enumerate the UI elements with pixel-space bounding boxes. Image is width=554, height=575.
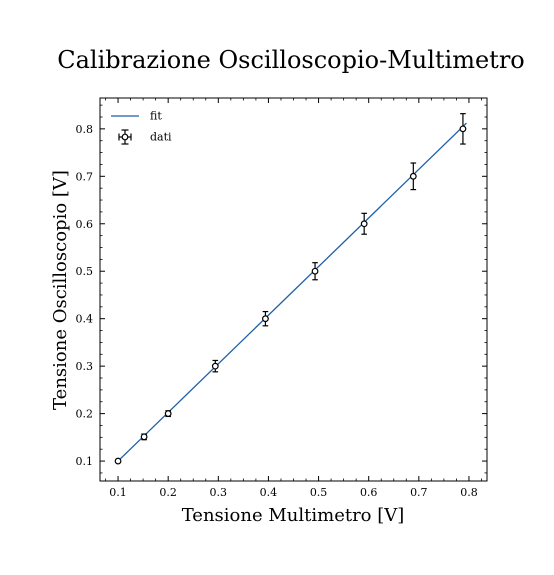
y-tick-label: 0.7 (76, 170, 94, 183)
x-tick-label: 0.4 (260, 486, 278, 499)
data-series (115, 114, 465, 464)
legend-data-label: dati (150, 131, 172, 144)
data-marker (212, 363, 218, 369)
y-tick-label: 0.6 (76, 218, 94, 231)
chart-title: Calibrazione Oscilloscopio-Multimetro (57, 46, 525, 74)
y-tick-label: 0.3 (76, 360, 94, 373)
y-tick-label: 0.8 (76, 123, 94, 136)
x-tick-label: 0.6 (360, 486, 378, 499)
x-tick-label: 0.2 (159, 486, 177, 499)
y-tick-label: 0.1 (76, 455, 94, 468)
axis-ticks: 0.1 0.2 0.3 0.4 0.5 0.6 0.7 0.8 0.1 0.2 0.3 0.4 0.5 0… (76, 98, 488, 499)
data-marker (312, 268, 318, 274)
x-axis-label: Tensione Multimetro [V] (182, 505, 405, 526)
y-tick-label: 0.2 (76, 408, 94, 421)
data-point (141, 434, 147, 440)
y-tick-label: 0.5 (76, 265, 94, 278)
legend-fit-label: fit (150, 110, 162, 123)
data-point (312, 263, 318, 280)
data-point (411, 163, 417, 190)
data-marker (141, 434, 147, 440)
plot-frame (100, 98, 487, 481)
x-tick-label: 0.5 (310, 486, 328, 499)
data-point (212, 360, 218, 371)
x-tick-label: 0.8 (460, 486, 478, 499)
data-marker (263, 316, 269, 322)
data-marker (115, 458, 121, 464)
data-marker (165, 411, 171, 417)
y-axis-label: Tensione Oscilloscopio [V] (50, 170, 71, 410)
data-marker (411, 174, 417, 180)
data-point (115, 458, 121, 464)
y-tick-label: 0.4 (76, 313, 94, 326)
data-point (263, 312, 269, 326)
legend: fit dati (111, 110, 172, 145)
x-tick-label: 0.1 (109, 486, 127, 499)
data-marker (361, 221, 367, 227)
legend-data-swatch (119, 130, 131, 144)
x-tick-label: 0.7 (410, 486, 428, 499)
data-point (361, 213, 367, 234)
data-point (165, 411, 171, 417)
data-marker (460, 126, 466, 132)
data-point (460, 114, 466, 144)
x-tick-label: 0.3 (210, 486, 228, 499)
